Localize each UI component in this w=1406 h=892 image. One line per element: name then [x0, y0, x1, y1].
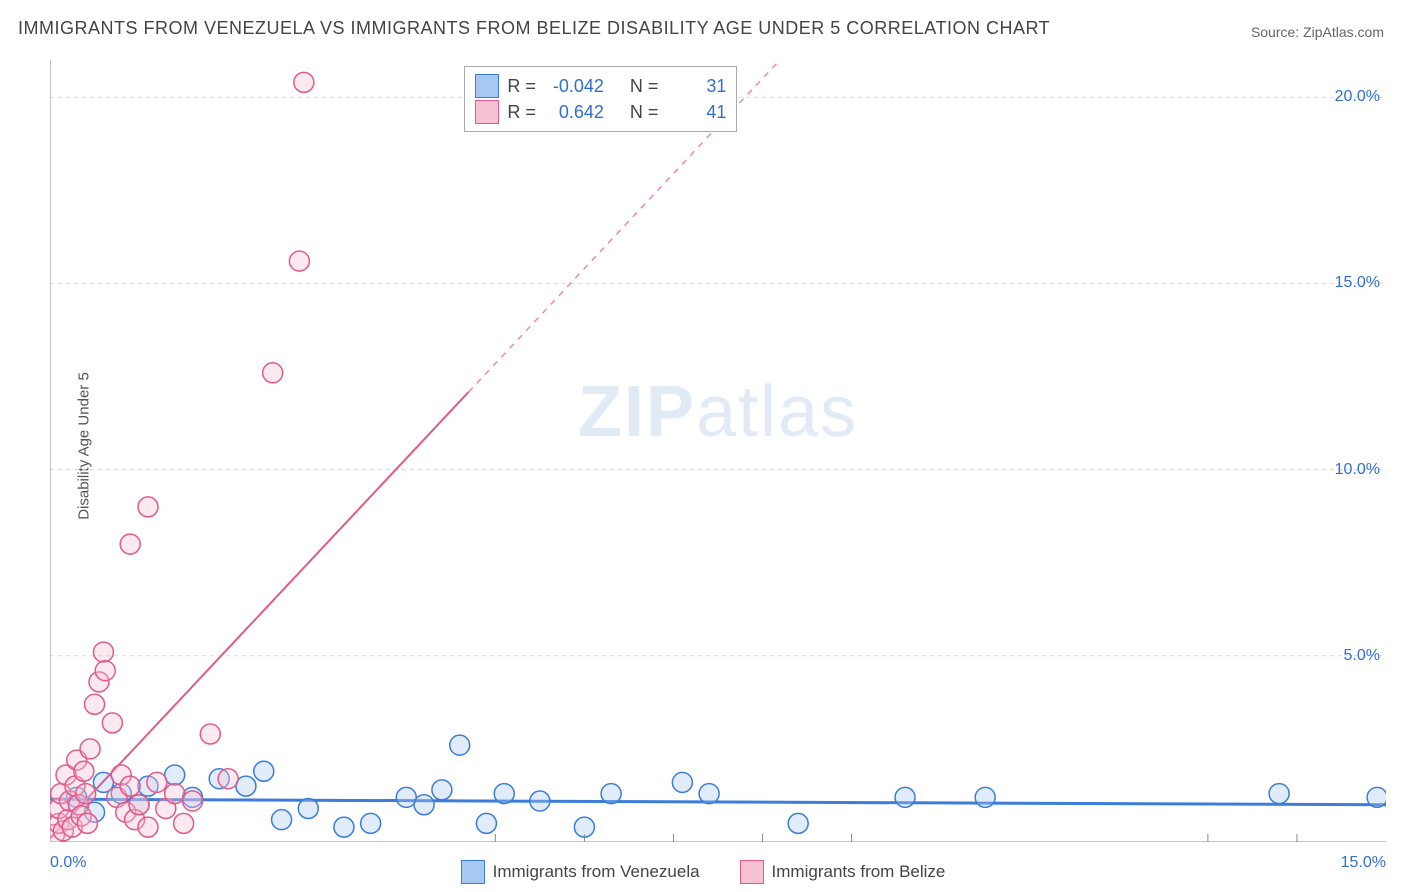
- legend-label: Immigrants from Venezuela: [493, 862, 700, 882]
- stats-n-label: N =: [630, 99, 659, 125]
- legend-swatch: [461, 860, 485, 884]
- y-tick-label: 15.0%: [1335, 274, 1380, 292]
- bottom-legend: Immigrants from Venezuela Immigrants from…: [0, 860, 1406, 884]
- y-tick-label: 5.0%: [1344, 647, 1380, 665]
- source-label: Source: ZipAtlas.com: [1251, 24, 1384, 40]
- stats-n-value: 41: [666, 99, 726, 125]
- stats-r-value: 0.642: [544, 99, 604, 125]
- stats-legend-box: R = -0.042 N = 31 R = 0.642 N = 41: [464, 66, 737, 132]
- stats-r-value: -0.042: [544, 73, 604, 99]
- legend-swatch: [475, 74, 499, 98]
- y-tick-label: 10.0%: [1335, 461, 1380, 479]
- scatter-svg: [50, 60, 1386, 842]
- legend-swatch: [475, 100, 499, 124]
- legend-item: Immigrants from Belize: [740, 860, 946, 884]
- chart-title: IMMIGRANTS FROM VENEZUELA VS IMMIGRANTS …: [18, 18, 1050, 39]
- stats-n-value: 31: [666, 73, 726, 99]
- legend-item: Immigrants from Venezuela: [461, 860, 700, 884]
- legend-label: Immigrants from Belize: [772, 862, 946, 882]
- legend-swatch: [740, 860, 764, 884]
- y-tick-label: 20.0%: [1335, 88, 1380, 106]
- stats-r-label: R =: [507, 99, 536, 125]
- plot-area: ZIPatlas R =-0.042 N =31R =0.642 N =41 5…: [50, 60, 1386, 842]
- stats-r-label: R =: [507, 73, 536, 99]
- stats-row: R = 0.642 N = 41: [475, 99, 726, 125]
- stats-n-label: N =: [630, 73, 659, 99]
- stats-row: R = -0.042 N = 31: [475, 73, 726, 99]
